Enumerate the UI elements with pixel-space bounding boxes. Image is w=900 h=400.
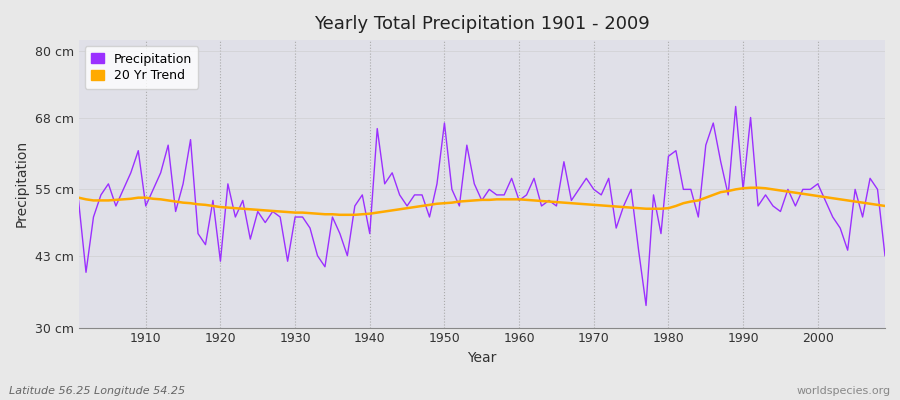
Legend: Precipitation, 20 Yr Trend: Precipitation, 20 Yr Trend	[85, 46, 198, 89]
X-axis label: Year: Year	[467, 351, 497, 365]
Text: Latitude 56.25 Longitude 54.25: Latitude 56.25 Longitude 54.25	[9, 386, 185, 396]
Y-axis label: Precipitation: Precipitation	[15, 140, 29, 228]
Text: worldspecies.org: worldspecies.org	[796, 386, 891, 396]
Title: Yearly Total Precipitation 1901 - 2009: Yearly Total Precipitation 1901 - 2009	[314, 15, 650, 33]
